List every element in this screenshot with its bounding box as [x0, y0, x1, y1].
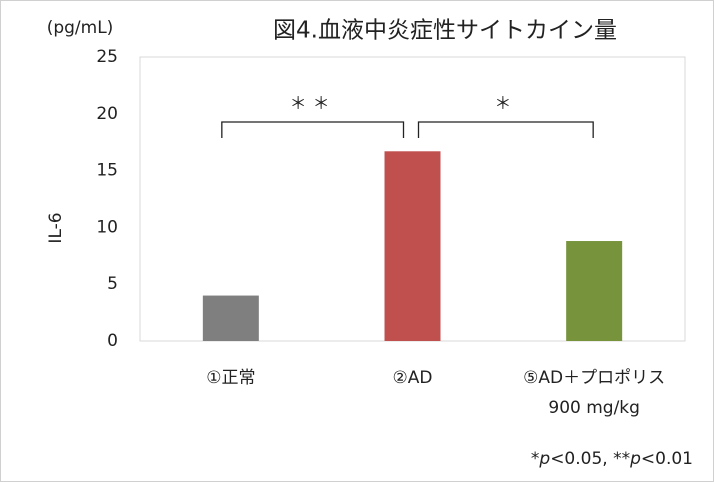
x-tick-label: ⑤AD＋プロポリス — [523, 368, 665, 388]
bar — [202, 295, 259, 341]
significance-label: ＊ — [494, 94, 517, 114]
x-tick-label: ①正常 — [206, 368, 255, 388]
y-tick-label: 25 — [96, 47, 118, 67]
footnote: *p<0.05, **p<0.01 — [531, 449, 693, 469]
footnote-part: <0.05, ** — [550, 449, 630, 469]
x-tick-label: 900 mg/kg — [548, 398, 640, 418]
y-axis-label: IL-6 — [46, 212, 66, 243]
bar — [566, 241, 623, 341]
significance-label: ＊＊ — [290, 94, 336, 114]
y-unit: (pg/mL) — [47, 18, 114, 38]
y-tick-label: 20 — [96, 104, 118, 124]
significance-bracket — [417, 121, 594, 138]
y-tick-label: 10 — [96, 217, 118, 237]
footnote-part: * — [531, 449, 540, 469]
footnote-part: p — [629, 449, 641, 469]
footnote-part: <0.01 — [641, 449, 693, 469]
x-tick-label: ②AD — [393, 368, 433, 388]
footnote-part: p — [538, 449, 550, 469]
y-tick-label: 0 — [107, 331, 118, 351]
bar — [384, 151, 441, 341]
y-tick-label: 5 — [107, 274, 118, 294]
significance-bracket — [221, 121, 405, 138]
y-tick-label: 15 — [96, 161, 118, 181]
chart-title: 図4.血液中炎症性サイトカイン量 — [273, 18, 617, 44]
